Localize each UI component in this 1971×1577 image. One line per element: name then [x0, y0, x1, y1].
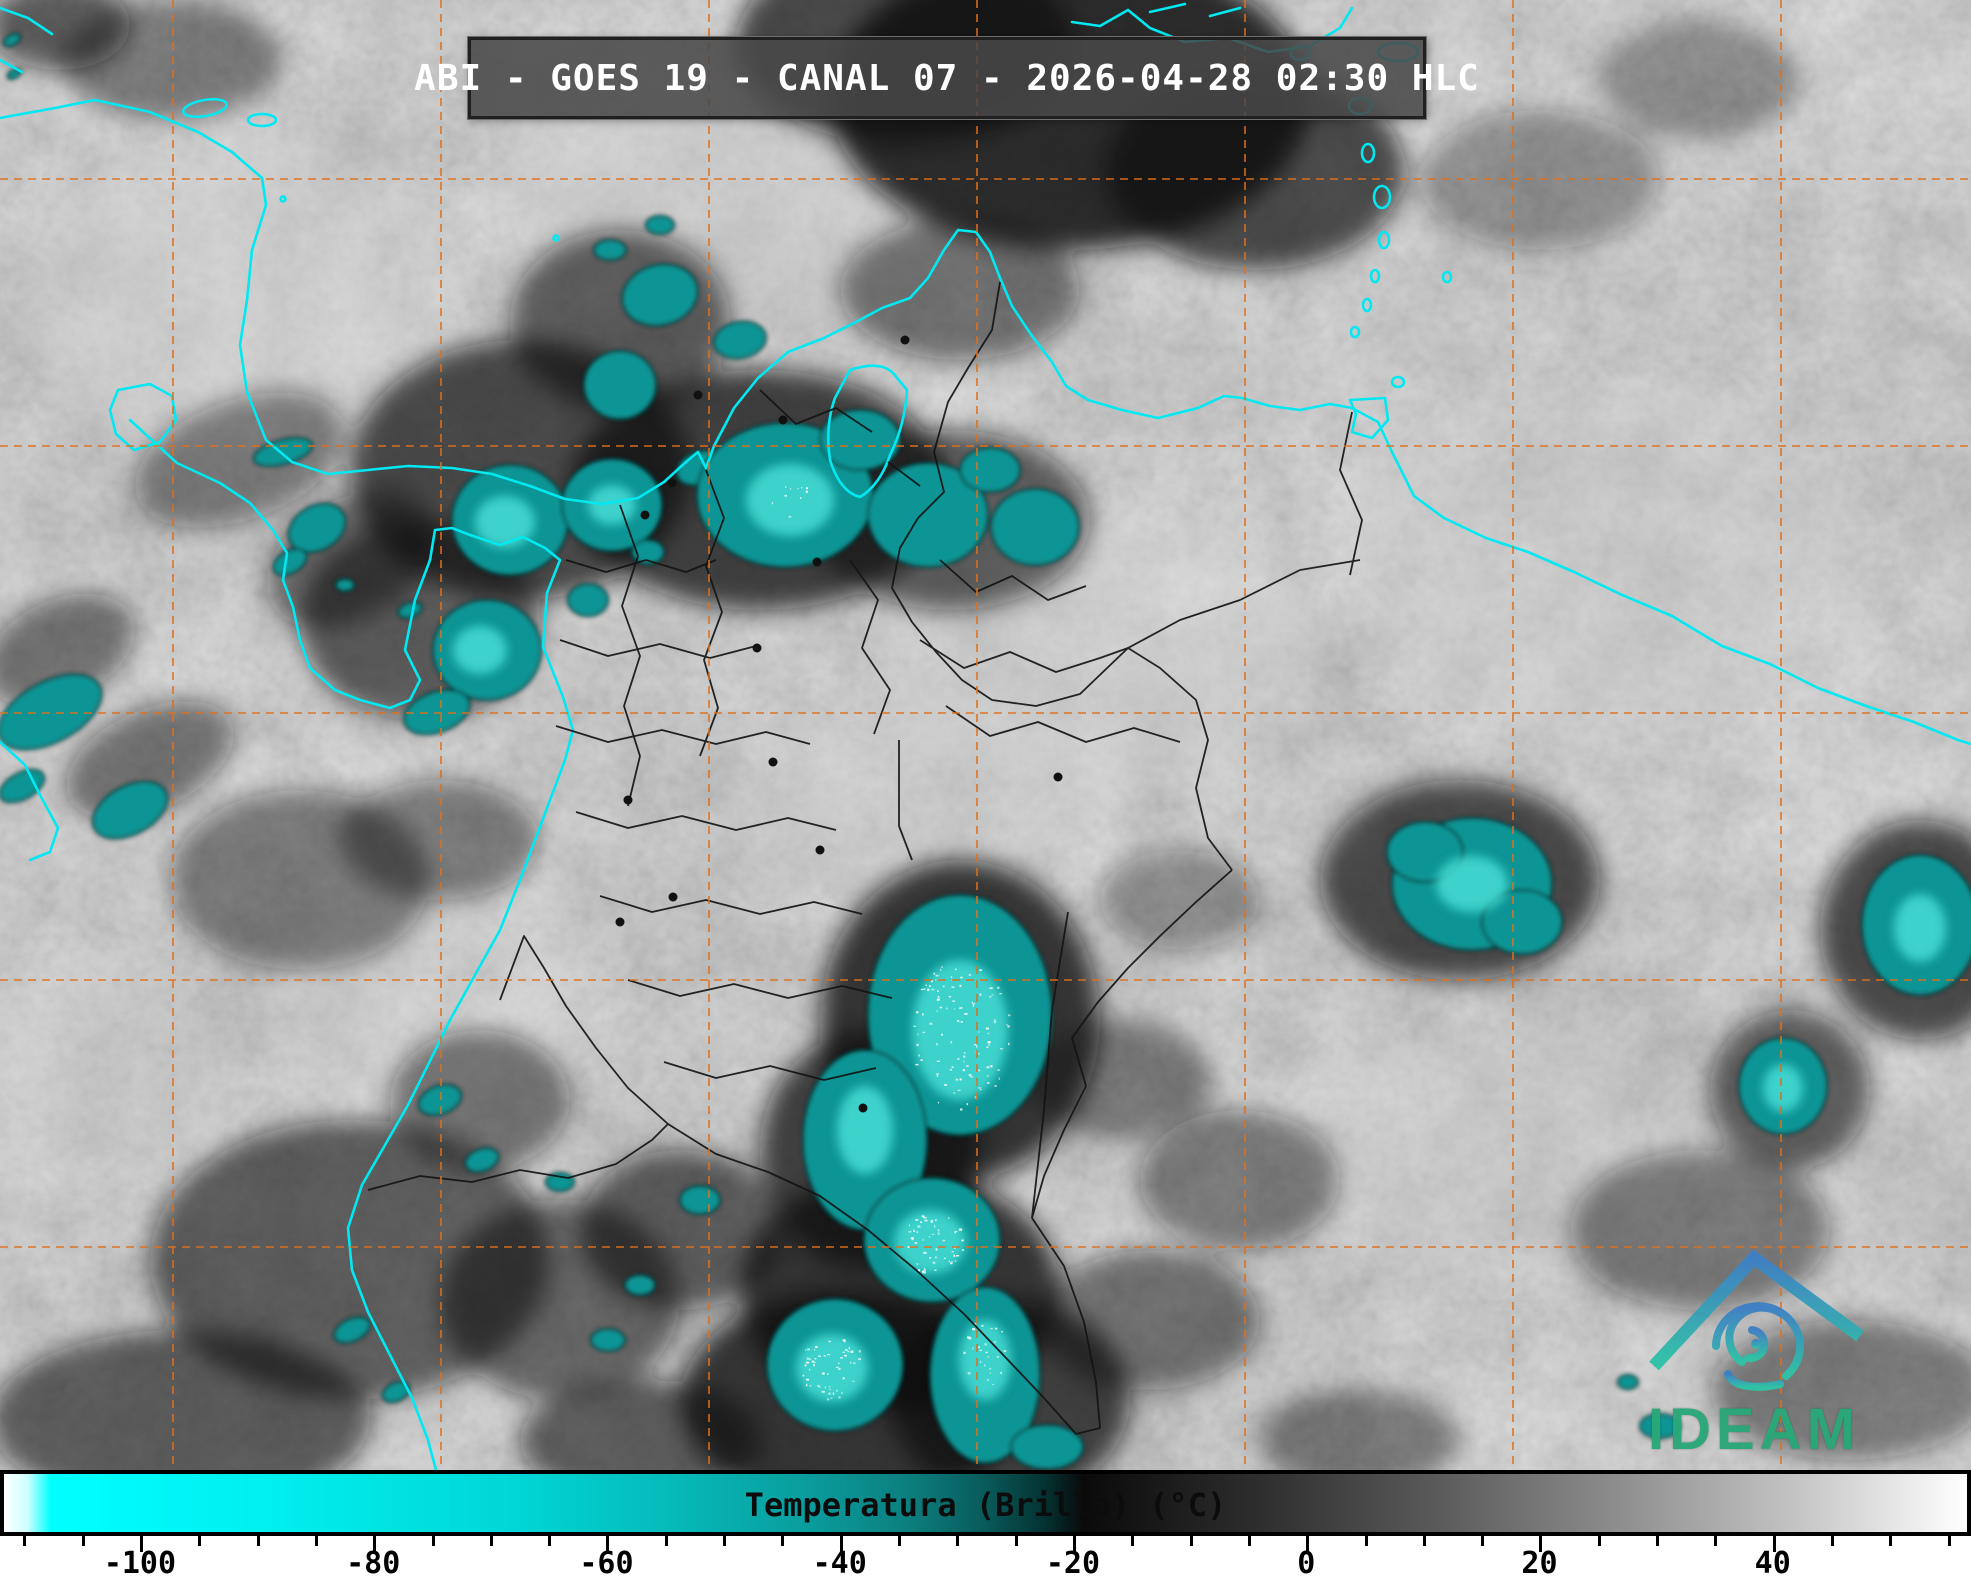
colorbar-tick: [1131, 1536, 1134, 1546]
colorbar-tick: [1714, 1536, 1717, 1546]
colorbar-tick: [1248, 1536, 1251, 1546]
colorbar-tick: [198, 1536, 201, 1546]
image-title: ABI - GOES 19 - CANAL 07 - 2026-04-28 02…: [414, 58, 1480, 99]
colorbar-tick: [1889, 1536, 1892, 1546]
colorbar: Temperatura (Brillo) (°C) -100 -80 -60 -40 -…: [0, 1470, 1971, 1577]
colorbar-tick: [315, 1536, 318, 1546]
colorbar-tick: [1423, 1536, 1426, 1546]
colorbar-tick-label: 20: [1521, 1546, 1557, 1577]
colorbar-tick: [490, 1536, 493, 1546]
colorbar-tick-label: -40: [813, 1546, 867, 1577]
colorbar-tick: [1481, 1536, 1484, 1546]
colorbar-tick: [1190, 1536, 1193, 1546]
colorbar-tick: [956, 1536, 959, 1546]
colorbar-tick: [898, 1536, 901, 1546]
colorbar-tick-label: -20: [1046, 1546, 1100, 1577]
mountain-icon: [1654, 1258, 1860, 1366]
colorbar-tick: [23, 1536, 26, 1546]
colorbar-tick: [432, 1536, 435, 1546]
colorbar-tick: [548, 1536, 551, 1546]
colorbar-tick-label: 0: [1297, 1546, 1315, 1577]
ideam-logo-mark: [1636, 1244, 1882, 1394]
colorbar-tick-label: -100: [104, 1546, 176, 1577]
colorbar-tick: [1831, 1536, 1834, 1546]
colorbar-tick-label: -60: [579, 1546, 633, 1577]
colorbar-frame: Temperatura (Brillo) (°C): [0, 1470, 1971, 1536]
colorbar-tick: [1948, 1536, 1951, 1546]
colorbar-tick: [781, 1536, 784, 1546]
colorbar-tick: [257, 1536, 260, 1546]
satellite-image-viewer: ABI - GOES 19 - CANAL 07 - 2026-04-28 02…: [0, 0, 1971, 1577]
colorbar-tick: [1598, 1536, 1601, 1546]
colorbar-tick: [82, 1536, 85, 1546]
image-title-bar: ABI - GOES 19 - CANAL 07 - 2026-04-28 02…: [468, 37, 1426, 119]
ideam-logo: IDEAM: [1636, 1244, 1882, 1476]
ideam-logo-text: IDEAM: [1648, 1396, 1860, 1463]
colorbar-tick-label: -80: [346, 1546, 400, 1577]
colorbar-tick: [1365, 1536, 1368, 1546]
colorbar-tick: [665, 1536, 668, 1546]
colorbar-tick: [723, 1536, 726, 1546]
colorbar-label: Temperatura (Brillo) (°C): [4, 1486, 1967, 1524]
colorbar-tick: [1656, 1536, 1659, 1546]
colorbar-tick-label: 40: [1755, 1546, 1791, 1577]
colorbar-tick: [1015, 1536, 1018, 1546]
